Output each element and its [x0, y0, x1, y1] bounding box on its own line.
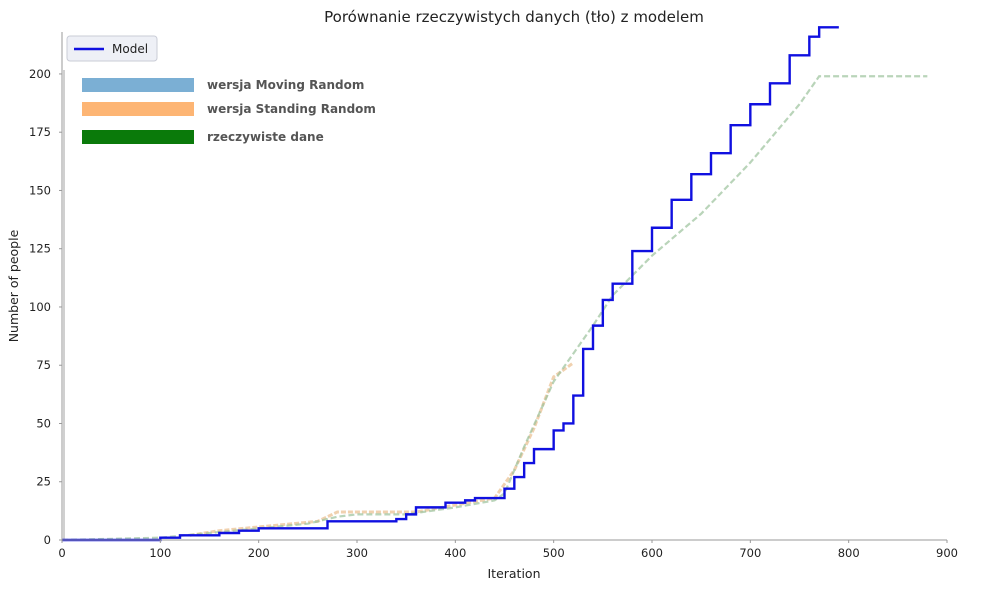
y-tick-label: 75: [36, 358, 51, 372]
x-axis-label: Iteration: [487, 566, 540, 581]
bg-legend-label-standing: wersja Standing Random: [207, 102, 376, 116]
x-tick-label: 800: [838, 546, 860, 560]
y-axis-label: Number of people: [6, 229, 21, 342]
y-tick-labels: 0 25 50 75 100 125 150 175 200: [29, 67, 62, 547]
y-tick-label: 175: [29, 125, 51, 139]
x-tick-label: 300: [346, 546, 368, 560]
y-tick-label: 50: [36, 416, 51, 430]
x-tick-label: 100: [149, 546, 171, 560]
axes: [61, 32, 947, 541]
bg-legend-label-moving: wersja Moving Random: [207, 78, 364, 92]
series-line-model: [62, 26, 839, 542]
series-layer: [61, 26, 928, 542]
x-tick-label: 400: [444, 546, 466, 560]
y-tick-label: 150: [29, 183, 51, 197]
x-tick-label: 900: [936, 546, 958, 560]
y-tick-label: 25: [36, 475, 51, 489]
bg-legend-swatch-moving: [82, 78, 194, 92]
x-tick-label: 600: [641, 546, 663, 560]
legend: Model: [66, 35, 158, 62]
chart-title: Porównanie rzeczywistych danych (tło) z …: [324, 8, 704, 26]
legend-box: [66, 35, 158, 62]
y-tick-label: 200: [29, 67, 51, 81]
bg-legend-label-real: rzeczywiste dane: [207, 130, 324, 144]
background-legend: wersja Moving Random wersja Standing Ran…: [82, 78, 376, 144]
x-tick-labels: 0 100 200 300 400 500 600 700 800 900: [58, 540, 958, 560]
y-tick-label: 125: [29, 242, 51, 256]
y-tick-label: 0: [44, 533, 51, 547]
series-line-background-real: [61, 75, 928, 542]
series-line-background-standing: [189, 361, 575, 537]
bg-legend-swatch-real: [82, 130, 194, 144]
x-tick-label: 0: [58, 546, 65, 560]
x-tick-label: 700: [739, 546, 761, 560]
bg-legend-swatch-standing: [82, 102, 194, 116]
x-tick-label: 200: [248, 546, 270, 560]
legend-label-model: Model: [112, 42, 148, 56]
x-tick-label: 500: [543, 546, 565, 560]
y-tick-label: 100: [29, 300, 51, 314]
